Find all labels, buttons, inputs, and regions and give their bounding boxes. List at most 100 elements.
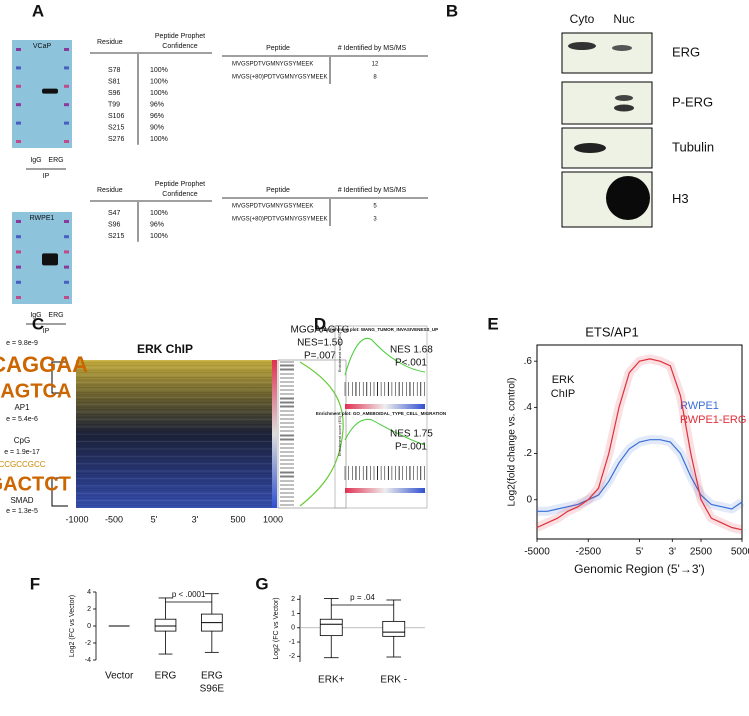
table-header: Peptide [266, 187, 290, 194]
heatmap-row [76, 382, 272, 383]
p-value: P=.001 [395, 442, 427, 453]
x-tick-label: -2500 [575, 547, 601, 558]
heatmap-row [76, 419, 272, 420]
panel-label: F [30, 574, 40, 593]
heatmap-row [76, 463, 272, 465]
ip-label: IP [43, 173, 50, 180]
x-tick-label: 5' [636, 547, 644, 558]
y-tick-label: 4 [87, 589, 91, 596]
heatmap-row [76, 487, 272, 489]
table-cell: S81 [108, 78, 121, 85]
heatmap-row [76, 441, 272, 442]
panel-label: D [314, 314, 326, 333]
box [154, 618, 177, 632]
x-tick-label: 500 [230, 514, 245, 524]
table-cell: 100% [150, 233, 168, 240]
ladder-band [16, 84, 21, 88]
es-curve [344, 418, 426, 446]
heatmap-row [76, 428, 272, 430]
heatmap-row [76, 396, 272, 398]
motif-text: e = 5.4e-6 [6, 416, 38, 423]
heatmap-row [76, 497, 272, 499]
ladder-band [16, 265, 21, 269]
motif-text: AGACTCT [0, 473, 71, 495]
lane-label: ERG [48, 312, 63, 319]
x-tick-label: 2500 [690, 547, 713, 558]
heatmap-row [76, 495, 272, 497]
motif-text: SMAD [10, 496, 33, 505]
plot-title: Enrichment plot: GO_AMEBOIDAL_TYPE_CELL_… [316, 411, 446, 416]
heatmap-row [76, 379, 272, 381]
heatmap-row [76, 409, 272, 410]
heatmap-row [76, 453, 272, 455]
table-header: Residue [97, 187, 123, 194]
heatmap-row [76, 436, 272, 438]
heatmap-row [76, 492, 272, 494]
x-tick-label: 5' [151, 514, 158, 524]
heatmap-row [76, 480, 272, 482]
motif-text: CpG [14, 436, 30, 445]
y-tick-label: 1 [291, 610, 295, 617]
heatmap-row [76, 470, 272, 472]
blot-label: P-ERG [672, 94, 713, 109]
x-axis-label: Genomic Region (5'→3') [574, 562, 705, 576]
y-axis-label: Log2 (FC vs Vector) [273, 597, 280, 659]
x-tick-label: -500 [105, 514, 123, 524]
table-cell: MVGS(+80)PDTVGMNYGSYMEEK [232, 217, 328, 223]
table-header: # Identified by MS/MS [338, 45, 407, 52]
ladder-band [16, 220, 21, 223]
y-tick-label: .6 [524, 356, 533, 367]
ladder-band [16, 140, 21, 143]
band [568, 42, 596, 50]
y-tick-label: -2 [289, 653, 295, 660]
table-cell: MVGS(+80)PDTVGMNYGSYMEEK [232, 75, 328, 81]
panel-label: B [446, 1, 458, 20]
series-line [536, 358, 743, 531]
y-tick-label: -4 [85, 657, 91, 664]
table-cell: 8 [373, 75, 377, 81]
blot-label: Tubulin [672, 139, 714, 154]
ip-label: IP [43, 328, 50, 335]
ladder-band [64, 220, 69, 223]
heatmap-row [76, 490, 272, 492]
legend-label: RWPE1 [680, 400, 719, 412]
y-tick-label: 0 [291, 625, 295, 632]
frame [334, 325, 428, 509]
table-cell: MVGSPDTVGMNYGSYMEEK [232, 204, 313, 210]
heatmap-row [76, 367, 272, 369]
heatmap-row [76, 475, 272, 477]
table-cell: T99 [108, 101, 120, 108]
band [574, 143, 606, 153]
heatmap-row [76, 446, 272, 447]
bracket [51, 361, 68, 394]
table-cell: 96% [150, 221, 164, 228]
motif-text: CCGCCGCC [0, 460, 46, 469]
x-tick-label: S96E [200, 684, 225, 695]
column-label: Cyto [570, 12, 595, 26]
heatmap-row [76, 391, 272, 393]
heatmap-row [76, 455, 272, 457]
blot-label: ERG [672, 44, 700, 59]
ladder-band [16, 280, 21, 284]
x-tick-label: ERG [201, 671, 223, 682]
heatmap-row [76, 500, 272, 502]
y-tick-label: -1 [289, 639, 295, 646]
chart-title: ETS/AP1 [585, 324, 638, 339]
table-header: Confidence [162, 43, 198, 50]
table-cell: 96% [150, 113, 164, 120]
ladder-band [64, 265, 69, 269]
band [606, 176, 650, 220]
y-tick-label: 0 [87, 623, 91, 630]
table-cell: S47 [108, 210, 121, 217]
band [42, 253, 58, 266]
table-cell: S215 [108, 124, 124, 131]
box [319, 618, 343, 637]
heatmap-row [76, 394, 272, 396]
x-tick-label: -1000 [65, 514, 88, 524]
cell-line: VCaP [33, 43, 52, 50]
ladder-band [64, 280, 69, 284]
motif-text: e = 1.9e-17 [4, 449, 40, 456]
bracket [51, 477, 68, 507]
heatmap-row [76, 443, 272, 445]
